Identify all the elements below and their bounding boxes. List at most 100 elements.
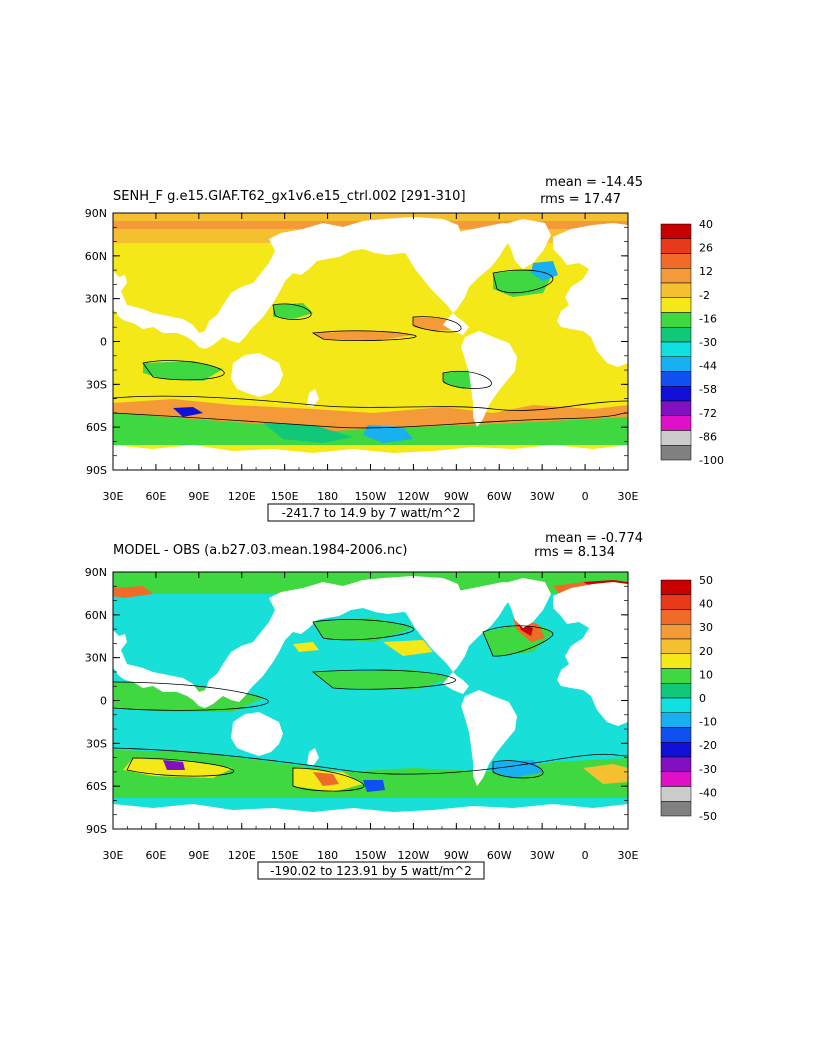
field-patches [113, 580, 628, 798]
colorbar-swatch [660, 223, 692, 239]
panel-bottom-title: MODEL - OBS (a.b27.03.mean.1984-2006.nc) [113, 543, 407, 558]
colorbar-swatch [660, 712, 692, 728]
lat-label: 30S [86, 737, 107, 750]
lat-label: 30N [85, 293, 107, 306]
colorbar-swatch [660, 356, 692, 372]
lat-label: 90S [86, 823, 107, 836]
colorbar-label: 10 [699, 668, 713, 681]
colorbar-swatch [660, 415, 692, 431]
panel-top-mean: mean = -14.45 [545, 175, 643, 190]
lon-label: 150W [355, 849, 387, 862]
range-text-top: -241.7 to 14.9 by 7 watt/m^2 [282, 506, 461, 520]
lon-label: 60E [145, 490, 166, 503]
panel-bottom-mean: mean = -0.774 [545, 531, 643, 546]
lon-label: 90E [188, 490, 209, 503]
axis-ticks [112, 212, 629, 471]
lon-label: 60E [145, 849, 166, 862]
colorbar-swatch [660, 312, 692, 328]
colorbar-bottom: 50 40 30 20 10 0 -10 -20 -30 -40 -50 [660, 574, 717, 823]
colorbar-label: -30 [699, 336, 717, 349]
colorbar-swatch [660, 801, 692, 817]
colorbar-label: -72 [699, 407, 717, 420]
lon-label: 60W [487, 490, 512, 503]
panel-top [112, 212, 629, 471]
lon-label: 150E [271, 490, 299, 503]
lat-labels-bottom: 90N 60N 30N 0 30S 60S 90S [85, 566, 107, 836]
colorbar-label: -40 [699, 786, 717, 799]
colorbar-label: -58 [699, 383, 717, 396]
colorbar-label: -20 [699, 739, 717, 752]
colorbar-label: 26 [699, 242, 713, 255]
lat-label: 0 [100, 336, 107, 349]
colorbar-swatch [660, 624, 692, 640]
lon-label: 120E [228, 849, 256, 862]
contour-lines [113, 619, 628, 792]
lon-label: 180 [317, 490, 338, 503]
colorbar-label: 50 [699, 574, 713, 587]
lon-label: 30W [530, 849, 555, 862]
colorbar-label: 0 [699, 692, 706, 705]
contour-lines [113, 269, 628, 429]
colorbar-top: 40 26 12 -2 -16 -30 -44 -58 -72 -86 -100 [660, 218, 724, 467]
panel-bottom [112, 571, 629, 830]
colorbar-swatch [660, 786, 692, 802]
colorbar-label: 12 [699, 265, 713, 278]
colorbar-swatch [660, 445, 692, 461]
colorbar-label: -50 [699, 810, 717, 823]
colorbar-swatch [660, 771, 692, 787]
panel-bottom-rms: rms = 8.134 [534, 545, 615, 560]
lat-label: 90N [85, 207, 107, 220]
lon-label: 150W [355, 490, 387, 503]
lon-label: 30E [618, 849, 639, 862]
colorbar-swatch [660, 638, 692, 654]
lon-label: 120W [397, 490, 429, 503]
lon-label: 150E [271, 849, 299, 862]
lon-label: 90E [188, 849, 209, 862]
panel-top-rms: rms = 17.47 [540, 192, 621, 207]
colorbar-swatch [660, 609, 692, 625]
lat-label: 60N [85, 609, 107, 622]
colorbar-swatch [660, 282, 692, 298]
colorbar-swatch [660, 756, 692, 772]
lon-label: 30E [103, 849, 124, 862]
colorbar-swatch [660, 371, 692, 387]
lat-label: 90S [86, 464, 107, 477]
colorbar-swatch [660, 683, 692, 699]
lon-label: 30E [103, 490, 124, 503]
lon-label: 90W [444, 490, 469, 503]
colorbar-swatch [660, 594, 692, 610]
lon-label: 120W [397, 849, 429, 862]
lon-label: 0 [582, 849, 589, 862]
colorbar-label: 20 [699, 645, 713, 658]
colorbar-swatch [660, 653, 692, 669]
lat-labels-top: 90N 60N 30N 0 30S 60S 90S [85, 207, 107, 477]
colorbar-label: 40 [699, 598, 713, 611]
colorbar-swatch [660, 400, 692, 416]
colorbar-swatch [660, 430, 692, 446]
axis-ticks [112, 571, 629, 830]
lon-labels-top: 30E 60E 90E 120E 150E 180 150W 120W 90W 60W 30W 0 30… [103, 490, 639, 503]
lon-labels-bottom: 30E 60E 90E 120E 150E 180 150W 120W 90W 60W 30W 0 30… [103, 849, 639, 862]
colorbar-swatch [660, 327, 692, 343]
range-text-bottom: -190.02 to 123.91 by 5 watt/m^2 [270, 864, 472, 878]
colorbar-label: -100 [699, 454, 724, 467]
lon-label: 0 [582, 490, 589, 503]
colorbar-swatch [660, 238, 692, 254]
colorbar-swatch [660, 668, 692, 684]
lat-label: 60S [86, 421, 107, 434]
lon-label: 120E [228, 490, 256, 503]
lon-label: 90W [444, 849, 469, 862]
colorbar-swatch [660, 386, 692, 402]
colorbar-swatch [660, 697, 692, 713]
lat-label: 0 [100, 695, 107, 708]
colorbar-swatch [660, 253, 692, 269]
colorbar-swatch [660, 268, 692, 284]
lon-label: 60W [487, 849, 512, 862]
colorbar-label: -10 [699, 716, 717, 729]
colorbar-label: -2 [699, 289, 710, 302]
lon-label: 180 [317, 849, 338, 862]
colorbar-label: -86 [699, 430, 717, 443]
lat-label: 30N [85, 652, 107, 665]
colorbar-swatch [660, 727, 692, 743]
lat-label: 90N [85, 566, 107, 579]
